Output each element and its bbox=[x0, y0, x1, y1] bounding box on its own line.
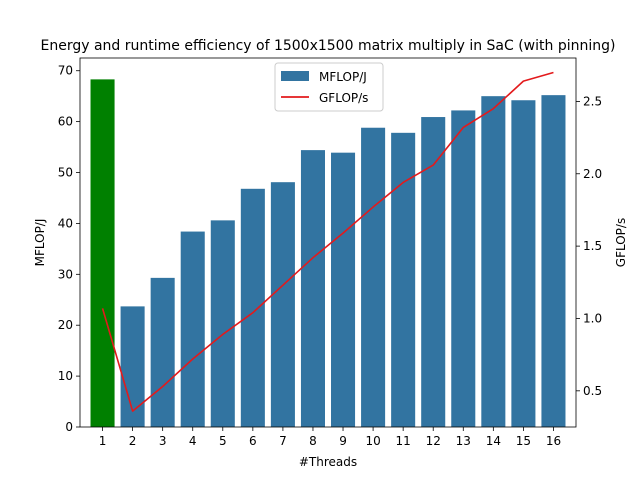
bar-1 bbox=[90, 79, 115, 427]
x-tick-label-13: 13 bbox=[456, 434, 471, 448]
y-right-tick-label-4: 2.5 bbox=[583, 94, 602, 108]
x-tick-label-2: 2 bbox=[129, 434, 137, 448]
legend-bar-swatch bbox=[281, 71, 309, 81]
line-layer bbox=[101, 71, 554, 412]
x-tick-label-6: 6 bbox=[249, 434, 257, 448]
bar-15 bbox=[511, 100, 536, 428]
x-axis-label: #Threads bbox=[299, 455, 357, 469]
bar-5 bbox=[210, 220, 235, 427]
x-tick-label-11: 11 bbox=[396, 434, 411, 448]
y-left-tick-label-0: 0 bbox=[65, 420, 73, 434]
x-tick-label-8: 8 bbox=[309, 434, 317, 448]
legend: MFLOP/J GFLOP/s bbox=[274, 62, 384, 112]
x-tick-label-10: 10 bbox=[365, 434, 380, 448]
x-tick-label-16: 16 bbox=[546, 434, 561, 448]
x-tick-label-7: 7 bbox=[279, 434, 287, 448]
y-left-tick-label-30: 30 bbox=[58, 267, 73, 281]
y-left-tick-label-70: 70 bbox=[58, 64, 73, 78]
plot-frame bbox=[79, 57, 577, 428]
bar-16 bbox=[541, 95, 566, 428]
y-right-tick-label-3: 2.0 bbox=[583, 167, 602, 181]
bar-10 bbox=[361, 127, 386, 427]
bar-3 bbox=[150, 277, 175, 427]
bar-12 bbox=[421, 117, 446, 427]
bar-14 bbox=[481, 96, 506, 428]
y-left-tick-label-50: 50 bbox=[58, 166, 73, 180]
x-tick-label-1: 1 bbox=[99, 434, 107, 448]
bar-7 bbox=[270, 182, 295, 427]
bar-4 bbox=[180, 231, 205, 427]
x-tick-label-15: 15 bbox=[516, 434, 531, 448]
axes-layer: 1 2 3 4 5 6 7 8 9 10 11 12 13 14 15 160102030405060700.… bbox=[58, 57, 602, 448]
legend-line-label: GFLOP/s bbox=[319, 91, 368, 105]
x-tick-label-12: 12 bbox=[426, 434, 441, 448]
chart-title: Energy and runtime efficiency of 1500x15… bbox=[41, 38, 616, 54]
bar-6 bbox=[240, 188, 265, 427]
x-tick-label-3: 3 bbox=[159, 434, 167, 448]
x-tick-label-5: 5 bbox=[219, 434, 227, 448]
bar-8 bbox=[300, 150, 325, 427]
bar-13 bbox=[451, 110, 476, 428]
y-axis-label-left: MFLOP/J bbox=[33, 219, 47, 267]
bars-layer bbox=[90, 79, 566, 428]
x-tick-label-14: 14 bbox=[486, 434, 501, 448]
x-tick-label-4: 4 bbox=[189, 434, 197, 448]
x-tick-label-9: 9 bbox=[339, 434, 347, 448]
bar-9 bbox=[331, 152, 356, 428]
y-right-tick-label-0: 0.5 bbox=[583, 384, 602, 398]
gflops-line bbox=[101, 71, 554, 412]
y-left-tick-label-60: 60 bbox=[58, 115, 73, 129]
y-right-tick-label-1: 1.0 bbox=[583, 311, 602, 325]
y-right-tick-label-2: 1.5 bbox=[583, 239, 602, 253]
y-left-tick-label-20: 20 bbox=[58, 318, 73, 332]
bar-2 bbox=[120, 306, 145, 427]
y-left-tick-label-40: 40 bbox=[58, 216, 73, 230]
legend-bar-label: MFLOP/J bbox=[319, 70, 367, 84]
y-axis-label-right: GFLOP/s bbox=[614, 218, 628, 267]
y-left-tick-label-10: 10 bbox=[58, 369, 73, 383]
